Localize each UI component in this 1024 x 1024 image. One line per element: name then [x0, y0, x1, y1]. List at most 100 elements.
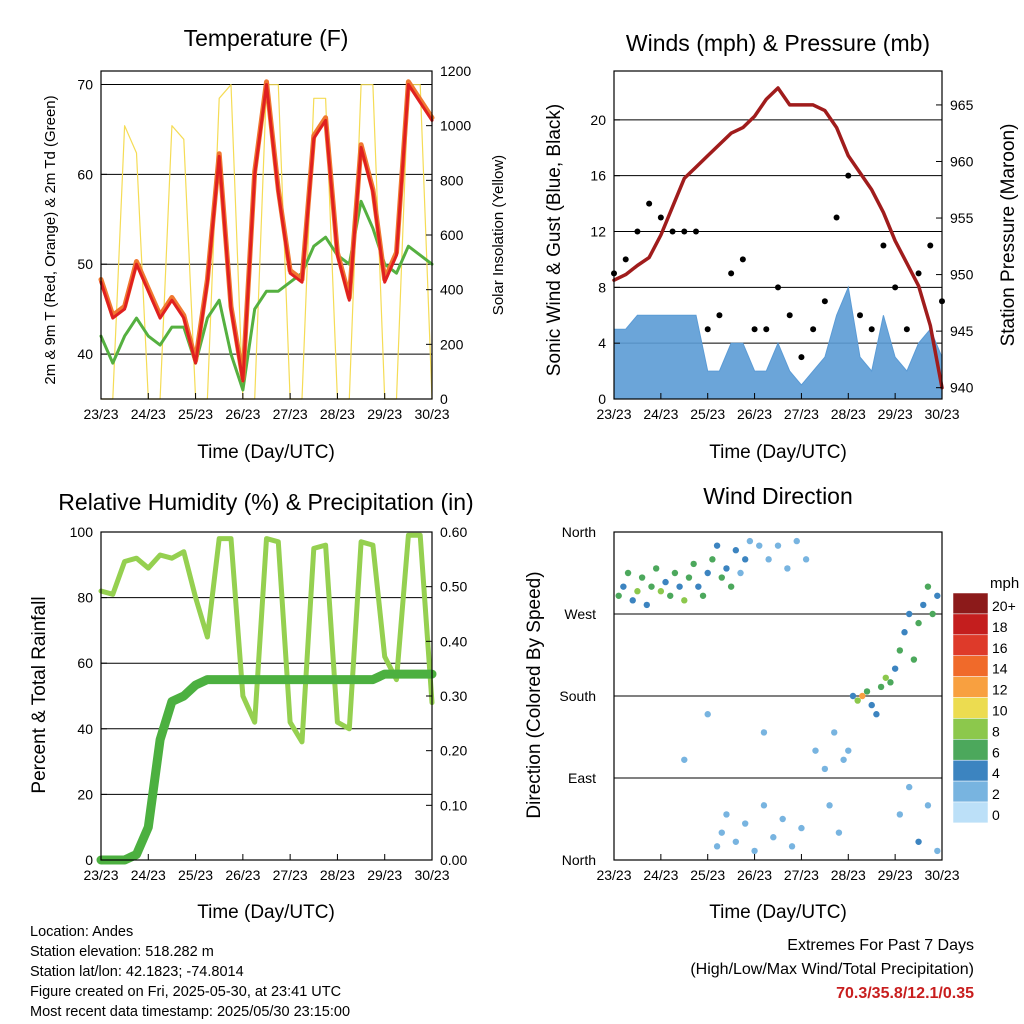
direction-point	[756, 542, 763, 549]
winds-ytick-label: 8	[598, 279, 606, 295]
gust-point	[669, 228, 676, 235]
gust-point	[786, 312, 793, 319]
temperature-xlabel: Time (Day/UTC)	[197, 442, 335, 463]
winds-series	[611, 86, 945, 400]
legend-label: 2	[992, 786, 1000, 802]
direction-point	[934, 592, 941, 599]
direction-point	[704, 711, 711, 718]
direction-point	[657, 588, 665, 595]
direction-point	[779, 815, 786, 823]
humidity-panel: Relative Humidity (%) & Precipitation (i…	[29, 489, 474, 923]
legend-label: 16	[992, 640, 1008, 656]
legend-label: 14	[992, 661, 1008, 677]
gust-point	[880, 242, 887, 249]
gust-point	[821, 298, 828, 305]
winds-y2tick-label: 950	[950, 267, 974, 283]
direction-point	[732, 838, 740, 845]
legend-swatch	[952, 592, 989, 615]
direction-point	[774, 542, 782, 549]
legend-label: 18	[992, 619, 1008, 635]
legend-label: 20+	[992, 598, 1016, 614]
direction-point	[681, 756, 688, 763]
direction-point	[652, 565, 660, 572]
direction-point	[910, 656, 918, 663]
temperature-y2tick-label: 1200	[440, 63, 471, 79]
direction-point	[896, 811, 904, 818]
temperature-title: Temperature (F)	[184, 25, 349, 51]
recent-text: Most recent data timestamp: 2025/05/30 2…	[30, 1004, 351, 1020]
humidity-y2tick-label: 0.50	[440, 579, 467, 595]
extremes-box: Extremes For Past 7 Days (High/Low/Max W…	[690, 934, 974, 1006]
elevation-text: Station elevation: 518.282 m	[30, 944, 214, 960]
winds-y2tick-label: 945	[950, 323, 974, 339]
humidity-xtick-label: 23/23	[83, 867, 118, 883]
location-text: Location: Andes	[30, 924, 134, 940]
temperature-y2tick-label: 1000	[440, 118, 471, 134]
extremes-title: Extremes For Past 7 Days	[787, 937, 974, 954]
direction-point	[709, 556, 716, 563]
humidity-ytick-label: 0	[85, 852, 93, 868]
humidity-ytick-label: 60	[77, 655, 93, 671]
temperature-ytick-label: 40	[77, 346, 93, 362]
direction-point	[737, 569, 744, 577]
temperature-y2tick-label: 600	[440, 227, 464, 243]
direction-point	[685, 574, 693, 581]
gust-point	[845, 172, 852, 179]
direction-point	[723, 811, 730, 818]
direction-point	[915, 838, 922, 845]
humidity-ytick-label: 20	[77, 786, 93, 802]
legend-label: 4	[992, 765, 1000, 781]
legend-label: 12	[992, 682, 1008, 698]
direction-point	[812, 747, 819, 754]
legend-label: 8	[992, 723, 1000, 739]
direction-frame	[613, 531, 943, 861]
legend-swatch	[952, 801, 989, 824]
direction-panel: Wind Direction NorthEastSouthWestNorth23…	[524, 483, 1019, 923]
humidity-xtick-label: 28/23	[320, 867, 355, 883]
temperature-xtick-label: 29/23	[367, 406, 402, 422]
direction-point	[615, 592, 622, 599]
legend-swatch	[952, 759, 989, 782]
winds-xtick-label: 28/23	[831, 406, 866, 422]
direction-point	[746, 537, 754, 545]
legend-swatch	[952, 718, 989, 740]
direction-point	[934, 847, 941, 855]
temperature-ytick-label: 60	[77, 166, 93, 182]
pressure-line	[612, 86, 944, 390]
direction-ytick-label: North	[562, 524, 596, 540]
temperature-y2tick-label: 800	[440, 172, 464, 188]
legend-label: 10	[992, 703, 1008, 719]
direction-point	[896, 647, 904, 654]
temperature-ticks: 40 50 60 70 0 200 400 600 800 1000 1200 23/23 24/23 2…	[77, 63, 471, 422]
winds-xtick-label: 26/23	[737, 406, 772, 422]
direction-point	[765, 556, 772, 563]
humidity-y2tick-label: 0.40	[440, 633, 467, 649]
temperature-gridlines	[101, 83, 432, 355]
gust-point	[728, 270, 735, 277]
humidity-xtick-label: 26/23	[225, 867, 260, 883]
gust-point	[927, 242, 934, 249]
temperature-ylabel-right: Solar Insolation (Yellow)	[490, 155, 507, 315]
legend-label: 0	[992, 807, 1000, 823]
direction-ytick-label: North	[562, 852, 596, 868]
direction-point	[681, 597, 688, 604]
winds-xtick-label: 30/23	[924, 406, 959, 422]
direction-point	[863, 688, 871, 695]
winds-ytick-label: 12	[590, 224, 606, 240]
winds-y2tick-label: 960	[950, 153, 974, 169]
temperature-xtick-label: 24/23	[131, 406, 166, 422]
temp-2m-line	[99, 83, 434, 383]
direction-point	[695, 583, 702, 590]
direction-series	[615, 537, 941, 855]
winds-xtick-label: 27/23	[784, 406, 819, 422]
direction-point	[723, 565, 730, 572]
dewpoint-line	[99, 199, 434, 392]
direction-point	[831, 729, 838, 736]
humidity-ytick-label: 80	[77, 590, 93, 606]
direction-point	[882, 674, 889, 681]
direction-point	[699, 592, 707, 599]
direction-xlabel: Time (Day/UTC)	[709, 902, 847, 923]
direction-point	[802, 556, 810, 563]
direction-point	[929, 610, 936, 618]
gust-point	[739, 256, 746, 263]
